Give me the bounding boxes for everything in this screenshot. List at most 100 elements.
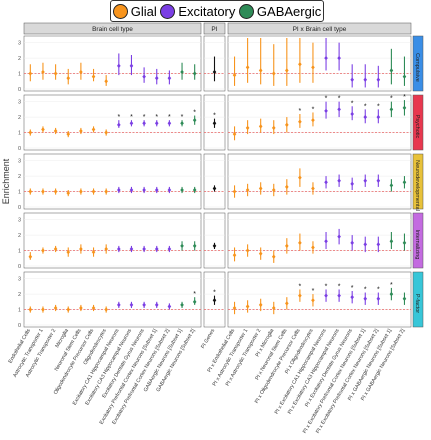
point-estimate	[389, 238, 394, 244]
significance-star: *	[338, 96, 341, 103]
point-estimate	[117, 63, 121, 69]
point-estimate	[350, 240, 354, 246]
significance-star: *	[117, 114, 120, 121]
point-estimate	[324, 55, 328, 61]
point-estimate	[91, 189, 96, 194]
y-tick-label: 0	[18, 264, 21, 270]
point-estimate	[180, 187, 184, 193]
point-estimate	[154, 120, 159, 126]
point-estimate	[402, 74, 407, 79]
y-tick-label: 2	[18, 56, 21, 62]
point-estimate	[66, 131, 71, 137]
point-estimate	[91, 249, 96, 255]
point-estimate	[271, 187, 276, 193]
point-estimate	[129, 302, 134, 308]
panel-frame	[227, 94, 412, 151]
x-tick-label: PI Genes	[200, 328, 216, 350]
panel-frame	[203, 153, 226, 210]
point-estimate	[389, 291, 394, 297]
point-estimate	[311, 65, 315, 70]
point-estimate	[66, 307, 71, 312]
y-tick-label: 3	[18, 100, 21, 106]
point-estimate	[298, 61, 302, 67]
point-estimate	[350, 181, 354, 187]
panel-frame	[23, 153, 202, 210]
point-estimate	[285, 301, 289, 306]
y-tick-label: 1	[18, 249, 21, 255]
point-estimate	[245, 248, 250, 253]
point-estimate	[117, 246, 121, 252]
y-tick-label: 1	[18, 72, 21, 78]
point-estimate	[232, 72, 237, 78]
point-estimate	[402, 296, 407, 302]
point-estimate	[285, 122, 289, 128]
point-estimate	[142, 187, 146, 193]
point-estimate	[117, 187, 121, 193]
significance-star: *	[213, 290, 216, 297]
point-estimate	[245, 187, 250, 193]
legend-label: Glial	[130, 3, 157, 19]
row-strip	[412, 271, 424, 328]
row-strip	[412, 94, 424, 151]
point-estimate	[142, 246, 146, 252]
point-estimate	[117, 122, 121, 128]
legend-label: GABAergic	[256, 3, 322, 19]
point-estimate	[363, 77, 368, 83]
y-tick-label: 0	[18, 87, 21, 93]
point-estimate	[271, 254, 276, 260]
point-estimate	[79, 69, 83, 75]
point-estimate	[180, 243, 184, 249]
point-estimate	[363, 296, 368, 302]
point-estimate	[258, 302, 263, 308]
point-estimate	[104, 246, 108, 252]
point-estimate	[232, 305, 237, 311]
point-estimate	[271, 305, 276, 311]
significance-star: *	[377, 103, 380, 110]
significance-star: *	[155, 114, 158, 121]
point-estimate	[91, 127, 96, 132]
point-estimate	[337, 234, 341, 239]
point-estimate	[389, 183, 394, 188]
point-estimate	[192, 299, 197, 305]
row-strip	[412, 153, 424, 210]
point-estimate	[53, 305, 58, 311]
point-estimate	[350, 294, 354, 300]
point-estimate	[53, 246, 58, 252]
point-estimate	[376, 114, 381, 120]
point-estimate	[271, 125, 276, 131]
significance-star: *	[338, 283, 341, 290]
y-tick-label: 0	[18, 146, 21, 152]
significance-star: *	[351, 100, 354, 107]
panel-frame	[227, 212, 412, 269]
point-estimate	[79, 189, 83, 194]
point-estimate	[79, 246, 83, 252]
point-estimate	[167, 246, 172, 252]
point-estimate	[285, 68, 289, 73]
y-tick-label: 2	[18, 174, 21, 180]
significance-star: *	[168, 114, 171, 121]
row-strip-label: Compulsive	[414, 53, 420, 82]
point-estimate	[324, 238, 328, 244]
point-estimate	[311, 117, 315, 123]
significance-star: *	[193, 291, 196, 298]
point-estimate	[245, 304, 250, 309]
point-estimate	[154, 246, 159, 252]
strip-mid	[203, 22, 226, 35]
point-estimate	[245, 65, 250, 70]
y-tick-label: 1	[18, 308, 21, 314]
legend-item-excitatory: Excitatory	[160, 3, 235, 19]
point-estimate	[363, 114, 368, 120]
y-tick-label: 3	[18, 41, 21, 47]
point-estimate	[41, 189, 45, 194]
y-tick-label: 0	[18, 323, 21, 329]
strip-title-right: PI x Brain cell type	[293, 26, 347, 33]
point-estimate	[192, 117, 197, 123]
point-estimate	[337, 55, 341, 61]
point-estimate	[180, 302, 184, 308]
point-estimate	[389, 68, 394, 73]
panel-frame	[23, 271, 202, 328]
point-estimate	[28, 307, 33, 312]
point-estimate	[104, 78, 108, 84]
point-estimate	[192, 243, 197, 249]
